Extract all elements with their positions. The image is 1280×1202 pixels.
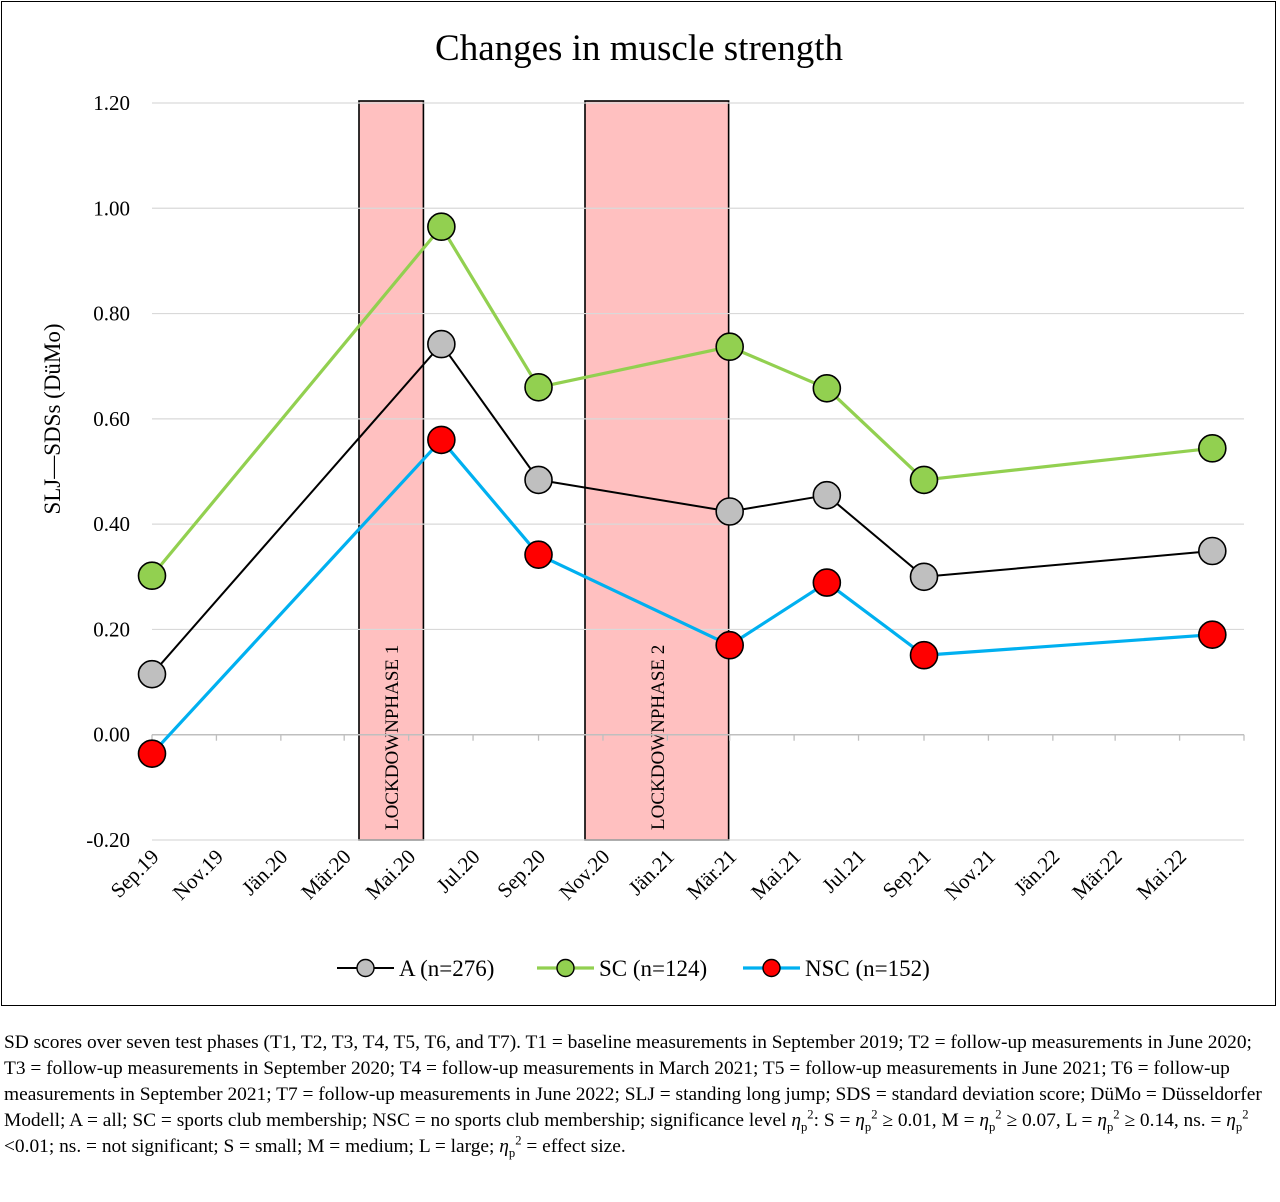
- y-tick-label: 1.00: [93, 196, 130, 220]
- x-tick-label: Mai.21: [746, 845, 805, 904]
- x-tick-label: Mai.22: [1132, 845, 1191, 904]
- legend-marker-2: [762, 958, 781, 978]
- data-point-series-1: [137, 561, 167, 591]
- x-tick-label: Mär.22: [1067, 845, 1126, 904]
- x-tick-label: Nov.21: [940, 845, 1000, 905]
- data-point-series-0: [524, 465, 553, 495]
- data-point-series-0: [909, 562, 939, 592]
- data-point-series-2: [812, 568, 842, 597]
- x-tick-label: Jän.20: [237, 845, 292, 900]
- data-point-series-1: [909, 465, 939, 495]
- y-tick-label: 1.20: [93, 91, 130, 115]
- legend: A (n=276) SC (n=124) NSC (n=152): [337, 956, 930, 981]
- lockdown-label-1: LOCKDOWNPHASE 1: [382, 645, 403, 830]
- lockdown-label-2: LOCKDOWNPHASE 2: [648, 645, 669, 830]
- y-tick-label: 0.40: [93, 512, 130, 536]
- data-point-series-0: [812, 480, 842, 510]
- x-tick-label: Sep.19: [106, 845, 164, 903]
- gridlines: [152, 102, 1244, 841]
- series-points: [137, 212, 1227, 768]
- lockdown-regions: LOCKDOWNPHASE 1 LOCKDOWNPHASE 2: [358, 100, 730, 841]
- y-axis-ticks: 1.20 1.00 0.80 0.60 0.40 0.20 0.00 -0.20: [86, 91, 130, 852]
- x-tick-label: Jul.20: [432, 845, 485, 898]
- legend-label-0: A (n=276): [399, 956, 494, 981]
- data-point-series-2: [715, 630, 744, 660]
- data-point-series-2: [524, 540, 553, 569]
- data-point-series-1: [524, 372, 553, 402]
- x-tick-label: Mär.21: [682, 845, 741, 904]
- data-point-series-1: [715, 332, 744, 362]
- x-tick-label: Jän.21: [624, 845, 679, 900]
- line-chart: Changes in muscle strength SLJ—SDSs (DüM…: [40, 28, 1245, 981]
- data-point-series-1: [427, 212, 456, 242]
- figure-frame: [1, 1, 1276, 1006]
- x-tick-label: Jän.22: [1009, 845, 1064, 900]
- data-point-series-0: [715, 497, 744, 526]
- data-point-series-1: [1198, 434, 1227, 463]
- legend-marker-0: [356, 958, 375, 978]
- y-tick-label: 0.60: [93, 407, 130, 431]
- legend-label-1: SC (n=124): [599, 956, 707, 981]
- data-point-series-1: [812, 374, 842, 403]
- x-tick-label: Sep.21: [878, 845, 936, 903]
- x-tick-label: Mai.20: [361, 845, 420, 904]
- y-tick-label: 0.20: [93, 617, 130, 641]
- data-point-series-0: [1198, 536, 1227, 566]
- data-point-series-2: [1198, 620, 1227, 649]
- x-tick-label: Nov.19: [168, 845, 228, 905]
- data-point-series-0: [137, 659, 167, 689]
- x-tick-label: Nov.20: [554, 845, 614, 905]
- y-tick-label: 0.00: [93, 723, 130, 747]
- y-tick-label: 0.80: [93, 302, 130, 326]
- x-tick-label: Mär.20: [296, 845, 355, 904]
- chart-title: Changes in muscle strength: [435, 28, 843, 69]
- lockdown-region-2: [584, 100, 730, 841]
- legend-marker-1: [556, 958, 575, 978]
- y-tick-label: -0.20: [86, 828, 130, 852]
- y-axis-label: SLJ—SDSs (DüMo): [40, 323, 65, 514]
- data-point-series-2: [427, 425, 456, 455]
- x-tick-label: Jul.21: [817, 845, 870, 898]
- data-point-series-2: [909, 640, 939, 670]
- x-tick-label: Sep.20: [492, 845, 550, 903]
- data-point-series-2: [137, 739, 167, 768]
- figure-caption: SD scores over seven test phases (T1, T2…: [4, 1032, 1262, 1160]
- data-point-series-0: [427, 329, 456, 359]
- legend-label-2: NSC (n=152): [805, 956, 930, 981]
